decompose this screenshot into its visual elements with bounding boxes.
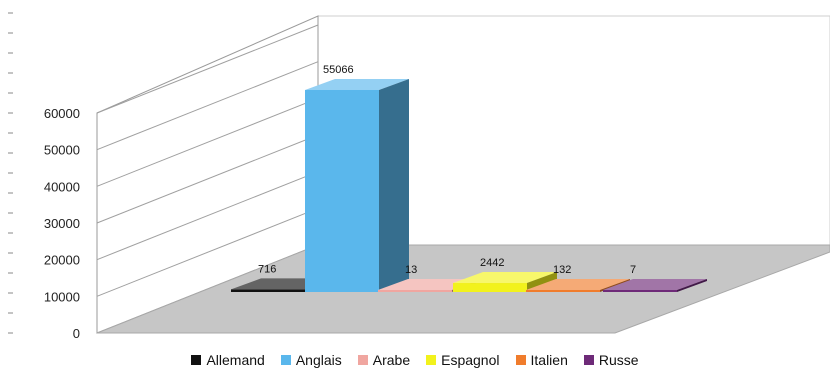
data-label: 7 — [630, 264, 636, 276]
data-label: 132 — [553, 264, 571, 276]
gridline — [96, 24, 319, 114]
chart-bars — [231, 79, 707, 292]
bar-arabe — [378, 290, 452, 292]
gridline — [96, 171, 319, 261]
legend-label: Anglais — [295, 352, 342, 368]
legend-label: Arabe — [372, 352, 411, 368]
bar-top — [603, 279, 707, 290]
gridline — [96, 97, 319, 187]
y-tick-label: 60000 — [44, 106, 80, 121]
bar-top — [526, 279, 630, 290]
bar-top — [453, 272, 557, 284]
legend-item-russe: Russe — [583, 352, 639, 368]
bar-espagnol — [453, 283, 527, 292]
legend-label: Allemand — [206, 352, 265, 368]
bar-italien — [526, 290, 600, 292]
y-tick-label: 10000 — [44, 289, 80, 304]
legend-swatch — [583, 355, 594, 365]
legend-swatch — [426, 355, 437, 365]
data-label: 55066 — [323, 64, 354, 76]
bar-side — [379, 79, 409, 292]
legend-item-arabe: Arabe — [357, 352, 411, 368]
legend-item-italien: Italien — [515, 352, 568, 368]
gridline — [96, 207, 319, 297]
y-tick-label: 20000 — [44, 253, 80, 268]
legend: Allemand Anglais Arabe Espagnol Italien … — [0, 352, 830, 368]
bar-side — [677, 279, 707, 292]
data-label: 13 — [405, 264, 417, 276]
legend-swatch — [515, 355, 526, 365]
legend-item-anglais: Anglais — [280, 352, 342, 368]
bar-allemand — [231, 289, 305, 292]
y-tick-label: 40000 — [44, 179, 80, 194]
bar-anglais — [305, 90, 379, 292]
y-tick-label: 50000 — [44, 143, 80, 158]
legend-label: Italien — [530, 352, 568, 368]
gridline — [96, 61, 319, 151]
legend-swatch — [191, 355, 202, 365]
legend-label: Espagnol — [441, 352, 500, 368]
chart-labels: 0 10000 20000 30000 40000 50000 60000 716 55066 1… — [44, 64, 636, 341]
legend-item-espagnol: Espagnol — [426, 352, 500, 368]
legend-swatch — [280, 355, 291, 365]
legend-label: Russe — [598, 352, 639, 368]
legend-swatch — [357, 355, 368, 365]
bar-russe — [603, 290, 677, 292]
y-tick-label: 30000 — [44, 216, 80, 231]
data-label: 2442 — [480, 257, 504, 269]
legend-item-allemand: Allemand — [191, 352, 265, 368]
bar-top — [305, 79, 409, 90]
gridline — [96, 134, 319, 224]
y-tick-label: 0 — [73, 326, 80, 341]
data-label: 716 — [258, 263, 276, 275]
